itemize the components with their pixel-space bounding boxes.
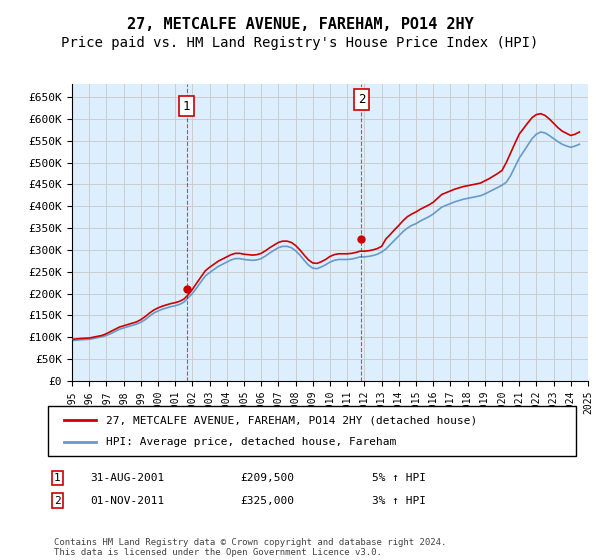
Text: 1: 1 xyxy=(183,100,190,113)
Text: Price paid vs. HM Land Registry's House Price Index (HPI): Price paid vs. HM Land Registry's House … xyxy=(61,36,539,50)
Text: 31-AUG-2001: 31-AUG-2001 xyxy=(90,473,164,483)
Text: 3% ↑ HPI: 3% ↑ HPI xyxy=(372,496,426,506)
Text: HPI: Average price, detached house, Fareham: HPI: Average price, detached house, Fare… xyxy=(106,437,397,447)
Text: £325,000: £325,000 xyxy=(240,496,294,506)
Text: 01-NOV-2011: 01-NOV-2011 xyxy=(90,496,164,506)
Text: Contains HM Land Registry data © Crown copyright and database right 2024.
This d: Contains HM Land Registry data © Crown c… xyxy=(54,538,446,557)
Text: 2: 2 xyxy=(54,496,61,506)
Text: £209,500: £209,500 xyxy=(240,473,294,483)
Text: 2: 2 xyxy=(358,93,365,106)
Text: 27, METCALFE AVENUE, FAREHAM, PO14 2HY (detached house): 27, METCALFE AVENUE, FAREHAM, PO14 2HY (… xyxy=(106,415,478,425)
Text: 1: 1 xyxy=(54,473,61,483)
Text: 5% ↑ HPI: 5% ↑ HPI xyxy=(372,473,426,483)
Text: 27, METCALFE AVENUE, FAREHAM, PO14 2HY: 27, METCALFE AVENUE, FAREHAM, PO14 2HY xyxy=(127,17,473,32)
FancyBboxPatch shape xyxy=(48,406,576,456)
